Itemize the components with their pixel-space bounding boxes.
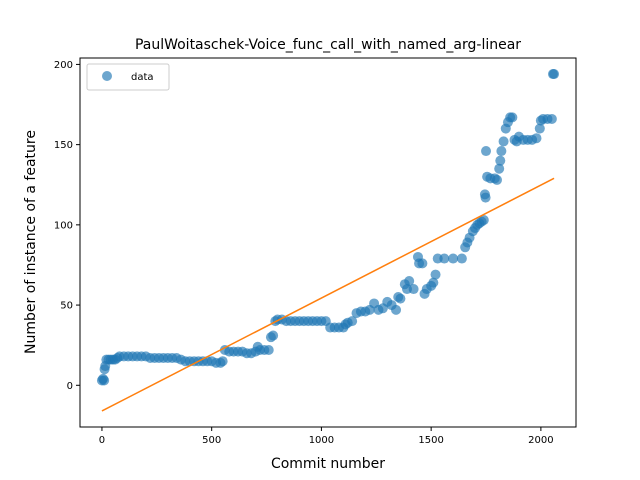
x-tick-label: 2000: [528, 435, 553, 446]
legend: data: [87, 64, 169, 90]
data-point: [547, 114, 557, 124]
data-point: [532, 133, 542, 143]
y-tick-label: 100: [54, 220, 73, 231]
legend-label-data: data: [131, 72, 154, 83]
data-point: [481, 146, 491, 156]
data-point: [492, 175, 502, 185]
legend-marker-data: [102, 71, 112, 81]
x-tick-label: 1000: [309, 435, 334, 446]
data-point: [268, 331, 278, 341]
data-point: [495, 156, 505, 166]
x-axis-label: Commit number: [271, 456, 385, 472]
plot-background: [80, 58, 576, 427]
data-point: [549, 69, 559, 79]
data-point: [218, 356, 228, 366]
data-point: [448, 254, 458, 264]
data-point: [431, 270, 441, 280]
data-point: [499, 136, 509, 146]
data-point: [457, 254, 467, 264]
y-tick-label: 0: [67, 381, 73, 392]
data-point: [395, 294, 405, 304]
data-point: [409, 284, 419, 294]
y-tick-label: 200: [54, 60, 73, 71]
chart-title: PaulWoitaschek-Voice_func_call_with_name…: [135, 37, 521, 53]
x-tick-label: 1500: [418, 435, 443, 446]
data-point: [264, 345, 274, 355]
data-point: [507, 112, 517, 122]
data-point: [99, 375, 109, 385]
data-point: [391, 305, 401, 315]
data-point: [496, 146, 506, 156]
data-point: [417, 258, 427, 268]
data-point: [481, 193, 491, 203]
y-tick-label: 150: [54, 140, 73, 151]
y-axis-label: Number of instance of a feature: [23, 130, 39, 354]
x-tick-label: 0: [99, 435, 105, 446]
y-tick-label: 50: [60, 301, 73, 312]
x-tick-label: 500: [202, 435, 221, 446]
legend-box: [87, 64, 169, 90]
plot-area: 0 500 1000 1500 2000 0 50 100 150 200: [54, 58, 576, 446]
data-point: [439, 254, 449, 264]
